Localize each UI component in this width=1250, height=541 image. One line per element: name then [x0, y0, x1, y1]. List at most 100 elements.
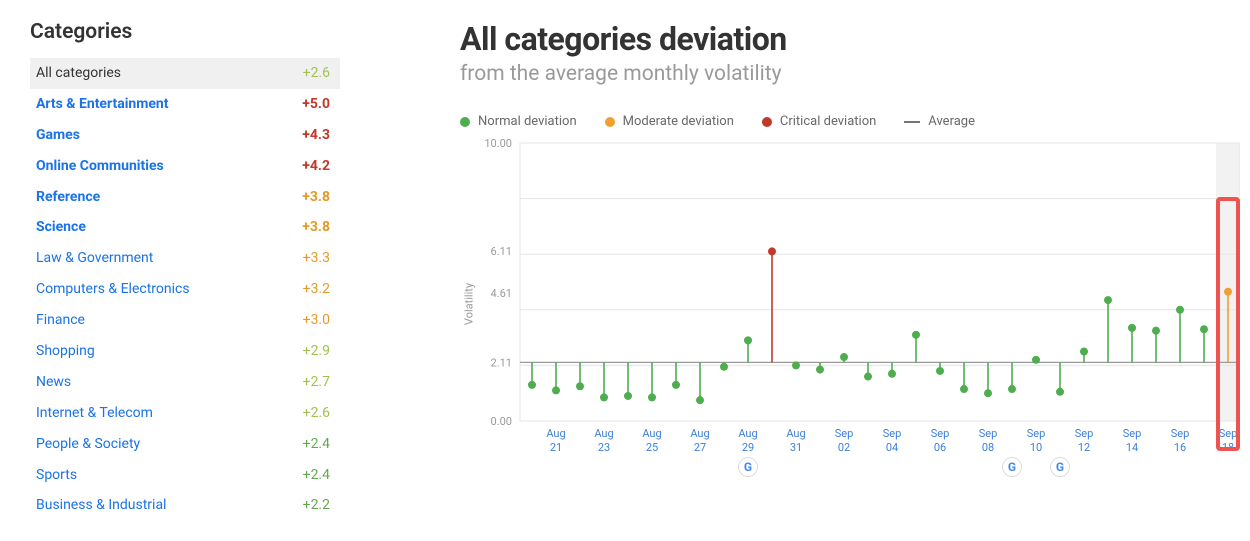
chart-point[interactable] — [1200, 325, 1208, 333]
chart-point[interactable] — [1224, 288, 1232, 296]
category-row[interactable]: Reference+3.8 — [30, 182, 340, 213]
y-axis-label: Volatility — [463, 283, 476, 325]
category-row[interactable]: People & Society+2.4 — [30, 429, 340, 460]
legend-average[interactable]: Average — [904, 114, 975, 129]
chart-point[interactable] — [1104, 296, 1112, 304]
page-subtitle: from the average monthly volatility — [460, 62, 1240, 86]
svg-text:08: 08 — [982, 441, 994, 454]
categories-title: Categories — [30, 20, 340, 44]
chart-point[interactable] — [840, 353, 848, 361]
svg-text:Aug: Aug — [642, 427, 661, 440]
chart-point[interactable] — [600, 393, 608, 401]
category-value: +4.2 — [302, 157, 330, 176]
svg-text:Sep: Sep — [979, 427, 998, 440]
chart-point[interactable] — [816, 366, 824, 374]
chart-point[interactable] — [648, 393, 656, 401]
category-row[interactable]: Shopping+2.9 — [30, 336, 340, 367]
svg-text:27: 27 — [694, 441, 706, 454]
category-label: Business & Industrial — [36, 496, 166, 515]
chart-point[interactable] — [1152, 327, 1160, 335]
svg-text:25: 25 — [646, 441, 658, 454]
category-row[interactable]: Computers & Electronics+3.2 — [30, 274, 340, 305]
chart-legend: Normal deviation Moderate deviation Crit… — [460, 114, 1240, 129]
category-label: Science — [36, 218, 86, 237]
svg-text:Sep: Sep — [1075, 427, 1094, 440]
legend-normal[interactable]: Normal deviation — [460, 114, 577, 129]
chart-point[interactable] — [792, 361, 800, 369]
deviation-chart[interactable]: Volatility 0.002.114.616.1110.00Aug21Aug… — [460, 139, 1240, 469]
svg-text:4.61: 4.61 — [491, 287, 512, 300]
legend-critical[interactable]: Critical deviation — [762, 114, 876, 129]
legend-moderate-label: Moderate deviation — [623, 114, 734, 129]
chart-point[interactable] — [912, 331, 920, 339]
svg-text:6.11: 6.11 — [491, 245, 512, 258]
category-value: +4.3 — [302, 126, 330, 145]
main-panel: All categories deviation from the averag… — [340, 20, 1240, 521]
chart-point[interactable] — [888, 370, 896, 378]
category-row[interactable]: Online Communities+4.2 — [30, 151, 340, 182]
svg-text:Aug: Aug — [690, 427, 709, 440]
legend-critical-dot — [762, 117, 772, 127]
category-value: +2.4 — [303, 466, 330, 485]
chart-point[interactable] — [1056, 388, 1064, 396]
svg-text:Aug: Aug — [738, 427, 757, 440]
category-row[interactable]: News+2.7 — [30, 367, 340, 398]
svg-text:0.00: 0.00 — [491, 415, 512, 428]
google-update-icon[interactable]: G — [738, 457, 758, 477]
svg-text:Aug: Aug — [594, 427, 613, 440]
category-row[interactable]: Finance+3.0 — [30, 305, 340, 336]
chart-point[interactable] — [864, 373, 872, 381]
chart-point[interactable] — [984, 389, 992, 397]
category-value: +2.7 — [303, 373, 330, 392]
google-update-icon[interactable]: G — [1050, 457, 1070, 477]
google-update-icon[interactable]: G — [1002, 457, 1022, 477]
svg-text:18: 18 — [1222, 441, 1234, 454]
svg-text:2.11: 2.11 — [491, 356, 512, 369]
svg-text:12: 12 — [1078, 441, 1090, 454]
category-value: +2.4 — [303, 435, 330, 454]
category-label: Computers & Electronics — [36, 280, 190, 299]
chart-point[interactable] — [672, 381, 680, 389]
svg-text:Sep: Sep — [1171, 427, 1190, 440]
category-label: Internet & Telecom — [36, 404, 153, 423]
category-row[interactable]: Internet & Telecom +2.6 — [30, 398, 340, 429]
category-row[interactable]: Business & Industrial +2.2 — [30, 490, 340, 521]
legend-moderate-dot — [605, 117, 615, 127]
category-row[interactable]: Law & Government+3.3 — [30, 243, 340, 274]
chart-svg: 0.002.114.616.1110.00Aug21Aug23Aug25Aug2… — [460, 139, 1240, 469]
chart-point[interactable] — [768, 247, 776, 255]
chart-point[interactable] — [744, 336, 752, 344]
category-label: All categories — [36, 64, 121, 83]
category-value: +3.8 — [302, 218, 330, 237]
chart-point[interactable] — [528, 381, 536, 389]
chart-point[interactable] — [576, 382, 584, 390]
svg-text:10.00: 10.00 — [484, 139, 512, 150]
category-row[interactable]: Arts & Entertainment+5.0 — [30, 89, 340, 120]
category-row[interactable]: Science +3.8 — [30, 212, 340, 243]
chart-point[interactable] — [1080, 348, 1088, 356]
svg-text:31: 31 — [790, 441, 802, 454]
chart-point[interactable] — [720, 363, 728, 371]
svg-text:Aug: Aug — [546, 427, 565, 440]
chart-point[interactable] — [624, 392, 632, 400]
category-value: +2.6 — [303, 404, 330, 423]
chart-point[interactable] — [696, 396, 704, 404]
category-label: Reference — [36, 188, 100, 207]
chart-point[interactable] — [1128, 324, 1136, 332]
svg-text:Sep: Sep — [883, 427, 902, 440]
category-value: +2.2 — [303, 496, 330, 515]
svg-text:04: 04 — [886, 441, 898, 454]
chart-point[interactable] — [552, 386, 560, 394]
chart-point[interactable] — [1032, 356, 1040, 364]
legend-moderate[interactable]: Moderate deviation — [605, 114, 734, 129]
chart-point[interactable] — [936, 367, 944, 375]
chart-point[interactable] — [960, 385, 968, 393]
svg-text:Sep: Sep — [931, 427, 950, 440]
category-row[interactable]: Games+4.3 — [30, 120, 340, 151]
legend-normal-label: Normal deviation — [478, 114, 577, 129]
category-row[interactable]: Sports+2.4 — [30, 460, 340, 491]
chart-point[interactable] — [1176, 306, 1184, 314]
chart-point[interactable] — [1008, 385, 1016, 393]
category-label: Law & Government — [36, 249, 153, 268]
category-row[interactable]: All categories+2.6 — [30, 58, 340, 89]
